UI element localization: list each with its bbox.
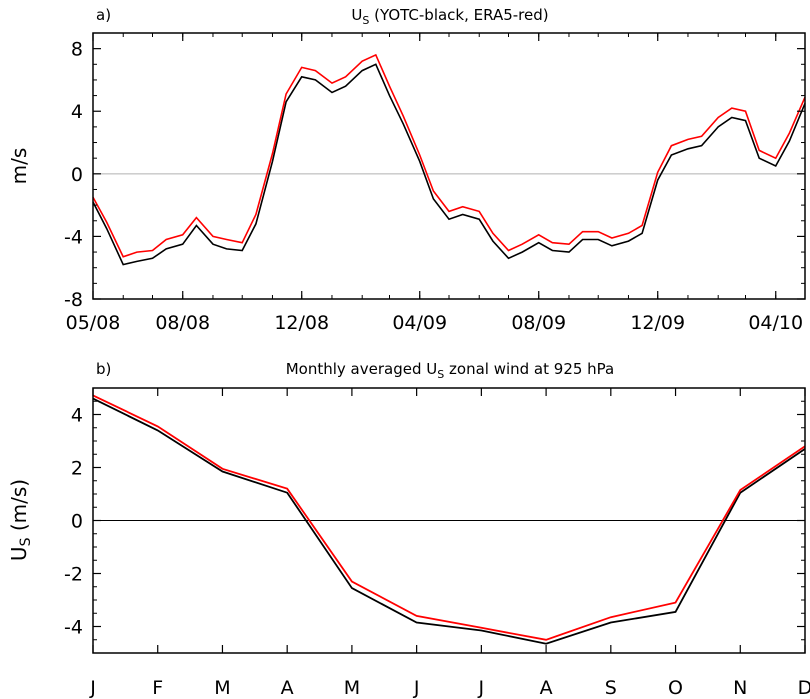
panel-a-series-line-1 (92, 63, 806, 266)
panel-b-y-tick-label: 0 (71, 511, 83, 533)
panel-a-y-tick-label: -4 (64, 226, 83, 248)
panel-a-y-tick-label: 8 (71, 39, 83, 61)
panel-b: b) Monthly averaged US zonal wind at 925… (7, 360, 810, 699)
panel-b-y-tick-label: -4 (64, 617, 83, 639)
panel-b-label: b) (96, 360, 111, 378)
panel-a-title: US (YOTC-black, ERA5-red) (351, 6, 548, 27)
panel-a-label: a) (96, 6, 111, 24)
panel-a-x-tick-label: 04/09 (392, 312, 447, 334)
panel-b-y-axis-label: US (m/s) (7, 479, 34, 561)
panel-b-x-tick-label: S (605, 677, 617, 699)
panel-b-x-tick-label: J (413, 677, 420, 699)
panel-a-y-axis-label: m/s (7, 148, 31, 185)
panel-b-x-tick-label: J (478, 677, 485, 699)
panel-b-x-tick-label: A (281, 677, 294, 699)
panel-b-y-tick-label: -2 (64, 564, 83, 586)
panel-a-x-tick-label: 08/09 (511, 312, 566, 334)
panel-a-frame (92, 32, 806, 300)
panel-a-series-line-2 (92, 53, 806, 258)
panel-b-x-tick-label: D (798, 677, 810, 699)
panel-b-x-tick-label: M (214, 677, 230, 699)
panel-b-x-tick-label: M (344, 677, 360, 699)
panel-b-x-tick-label: J (89, 677, 96, 699)
panel-b-series-line-1 (92, 397, 806, 645)
panel-b-title: Monthly averaged US zonal wind at 925 hP… (286, 360, 615, 381)
panel-a-y-tick-label: 4 (71, 101, 83, 123)
panel-b-frame (92, 387, 806, 654)
panel-b-x-tick-label: A (540, 677, 553, 699)
panel-b-x-tick-label: F (152, 677, 163, 699)
panel-a-y-tick-label: -8 (64, 289, 83, 311)
panel-b-x-tick-label: O (668, 677, 683, 699)
panel-a-x-tick-label: 12/09 (630, 312, 685, 334)
panel-a-x-tick-label: 08/08 (155, 312, 210, 334)
panel-b-y-tick-label: 2 (71, 458, 83, 480)
panel-a-x-tick-label: 05/08 (66, 312, 121, 334)
panel-b-y-tick-label: 4 (71, 405, 83, 427)
panel-a-x-tick-label: 12/08 (274, 312, 329, 334)
panel-b-series-line-2 (92, 394, 806, 641)
panel-a-y-tick-label: 0 (71, 164, 83, 186)
panel-a-x-tick-label: 04/10 (748, 312, 803, 334)
panel-a: a) US (YOTC-black, ERA5-red) m/s -8 -4 0 4 8… (7, 6, 806, 334)
panel-b-x-tick-label: N (733, 677, 747, 699)
